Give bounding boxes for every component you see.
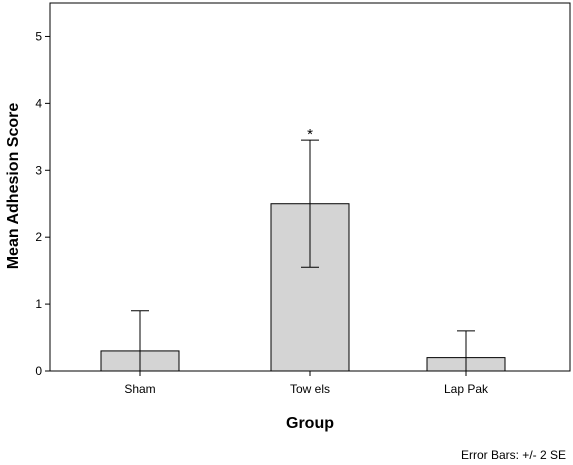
y-tick-label: 1 [35, 297, 42, 311]
y-tick-label: 0 [35, 364, 42, 378]
y-tick-label: 3 [35, 163, 42, 177]
y-tick-label: 2 [35, 230, 42, 244]
y-tick-label: 5 [35, 29, 42, 43]
x-axis: Sham Tow els Lap Pak [124, 371, 489, 396]
y-tick-label: 4 [35, 96, 42, 110]
x-tick-label: Lap Pak [444, 382, 489, 396]
y-axis: 0 1 2 3 4 5 [35, 29, 50, 378]
error-bars-note: Error Bars: +/- 2 SE [461, 448, 566, 462]
x-tick-label: Sham [124, 382, 155, 396]
x-axis-title: Group [286, 415, 334, 432]
significance-marker: * [307, 126, 313, 143]
y-axis-title: Mean Adhesion Score [5, 103, 22, 270]
x-tick-label: Tow els [290, 382, 330, 396]
annotations: * [307, 126, 313, 143]
error-bars [131, 139, 475, 371]
